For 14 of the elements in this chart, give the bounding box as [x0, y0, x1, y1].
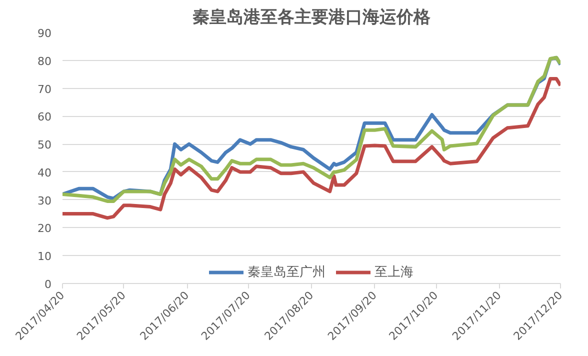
- y-tick-label: 30: [38, 194, 52, 208]
- y-tick-label: 0: [44, 278, 52, 291]
- legend-label: 至上海: [374, 264, 414, 281]
- line-series: [62, 77, 560, 220]
- y-tick-label: 20: [38, 222, 52, 236]
- y-tick-label: 90: [38, 27, 52, 40]
- y-tick-label: 80: [38, 54, 52, 68]
- y-tick-label: 50: [38, 138, 52, 152]
- y-tick-label: 60: [38, 110, 52, 124]
- chart-title: 秦皇岛港至各主要港口海运价格: [192, 8, 432, 28]
- y-tick-label: 10: [38, 250, 52, 264]
- y-tick-label: 70: [38, 82, 52, 96]
- y-tick-label: 40: [38, 166, 52, 180]
- legend-label: 秦皇岛至广州: [248, 264, 326, 281]
